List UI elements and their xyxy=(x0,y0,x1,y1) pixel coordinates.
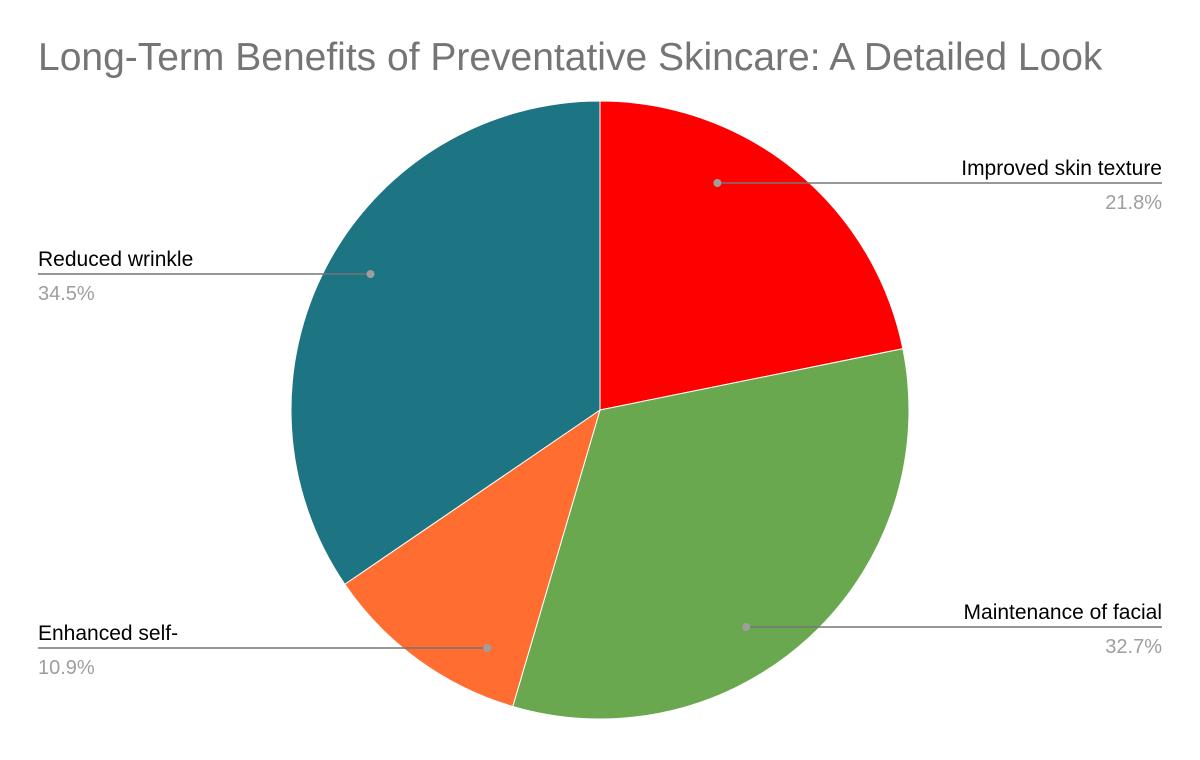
chart-title: Long-Term Benefits of Preventative Skinc… xyxy=(38,36,1103,79)
leader-dot-enhanced-self xyxy=(483,644,492,652)
slice-percent-improved-skin-texture: 21.8% xyxy=(1105,192,1162,214)
slice-percent-enhanced-self: 10.9% xyxy=(38,657,95,679)
pie-slices xyxy=(290,100,910,720)
leader-dot-maintenance-of-facial xyxy=(742,623,751,631)
pie-slice-improved-skin-texture xyxy=(599,100,904,411)
pie-labels: Improved skin texture 21.8% Maintenance of… xyxy=(38,157,1162,679)
slice-percent-reduced-wrinkle: 34.5% xyxy=(38,283,95,305)
leader-dot-improved-skin-texture xyxy=(713,179,722,187)
slice-label-maintenance-of-facial: Maintenance of facial xyxy=(964,601,1162,624)
slice-label-improved-skin-texture: Improved skin texture xyxy=(961,157,1162,180)
slice-label-enhanced-self: Enhanced self- xyxy=(38,622,178,645)
leader-dot-reduced-wrinkle xyxy=(366,270,375,278)
slice-percent-maintenance-of-facial: 32.7% xyxy=(1105,636,1162,658)
pie-slice-reduced-wrinkle xyxy=(290,100,601,585)
slice-label-reduced-wrinkle: Reduced wrinkle xyxy=(38,248,193,271)
pie-slice-enhanced-self xyxy=(344,408,601,708)
